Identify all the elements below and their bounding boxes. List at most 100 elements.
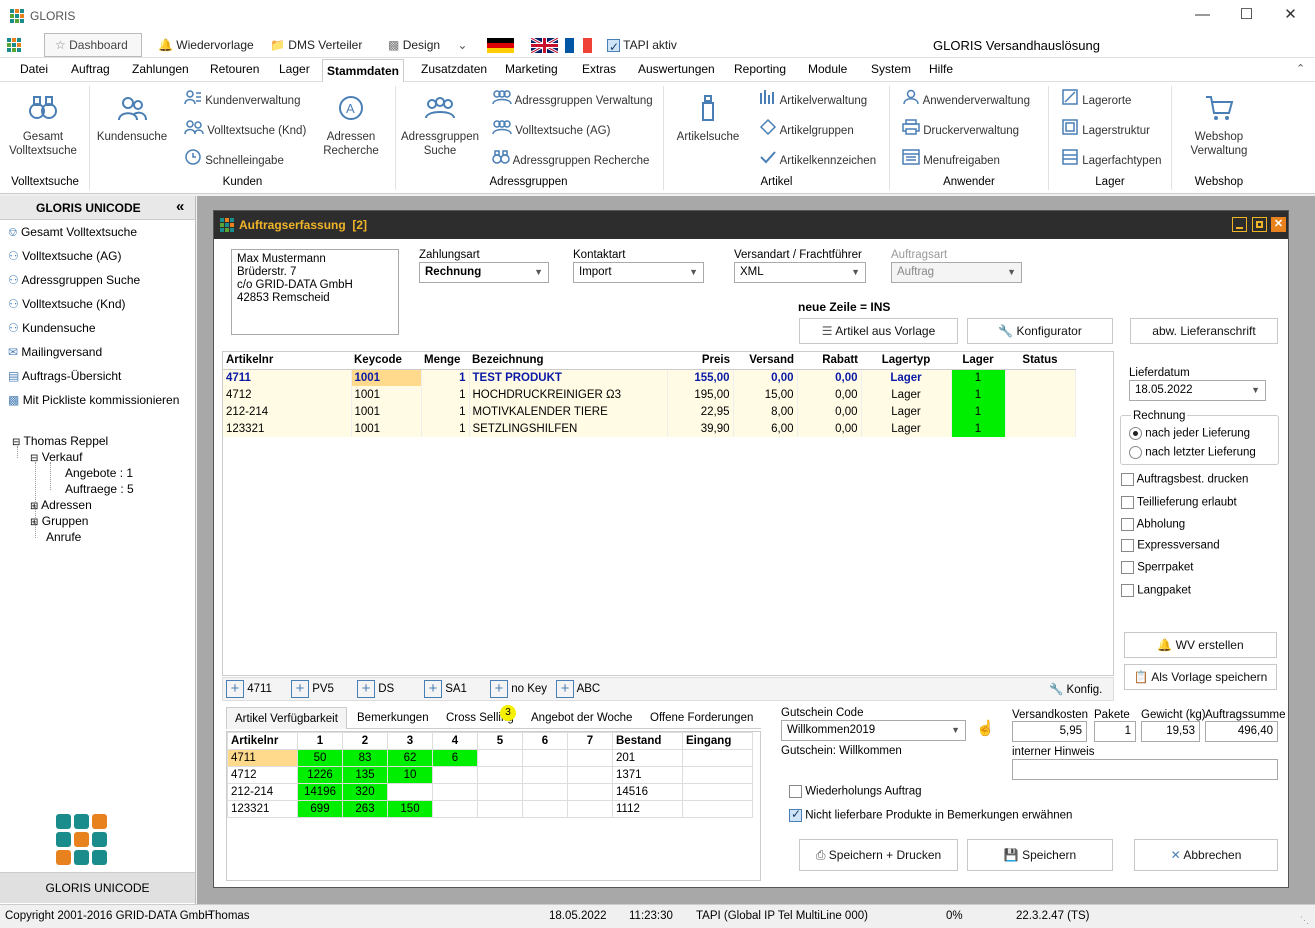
avail-cell-eingang[interactable] xyxy=(682,800,753,818)
maximize-button[interactable]: ☐ xyxy=(1239,6,1254,23)
window-close-button[interactable]: ✕ xyxy=(1271,217,1286,232)
versandkosten-field[interactable]: 5,95 xyxy=(1012,721,1087,742)
app-menu-icon[interactable] xyxy=(7,38,21,52)
artikelverwaltung-button[interactable]: Artikelverwaltung xyxy=(759,89,867,111)
avail-col-5[interactable]: 5 xyxy=(477,732,523,750)
auftragssumme-field[interactable]: 496,40 xyxy=(1205,721,1278,742)
menu-module[interactable]: Module xyxy=(808,62,848,76)
address-box[interactable]: Max Mustermann Brüderstr. 7 c/o GRID-DAT… xyxy=(231,249,399,335)
cell-lager[interactable]: 1 xyxy=(951,386,1006,403)
menu-datei[interactable]: Datei xyxy=(20,62,49,76)
abw-lieferanschrift-button[interactable]: abw. Lieferanschrift xyxy=(1130,318,1278,344)
druckerverwaltung-button[interactable]: Druckerverwaltung xyxy=(902,119,1019,141)
collapse-tree-icon[interactable]: ⊟ xyxy=(12,437,21,448)
table-row[interactable]: 212-214 1001 1 MOTIVKALENDER TIERE 22,95… xyxy=(223,403,1076,420)
avail-cell-eingang[interactable] xyxy=(682,766,753,784)
cell-status[interactable] xyxy=(1005,369,1076,386)
expand-tree-icon[interactable]: ⊞ xyxy=(30,517,39,528)
tree-gruppen[interactable]: ⊞ Gruppen xyxy=(30,514,88,528)
avail-cell[interactable] xyxy=(567,783,613,801)
avail-cell[interactable] xyxy=(477,783,523,801)
pakete-field[interactable]: 1 xyxy=(1094,721,1136,742)
col-lagertyp[interactable]: Lagertyp xyxy=(861,352,951,370)
cell-keycode[interactable]: 1001 xyxy=(351,420,422,437)
cell-lagertyp[interactable]: Lager xyxy=(861,386,952,403)
kontaktart-select[interactable]: Import ▼ xyxy=(573,262,704,283)
avail-cell[interactable] xyxy=(432,783,478,801)
avail-cell[interactable] xyxy=(567,749,613,767)
flag-uk-icon[interactable] xyxy=(531,38,558,53)
speichern-button[interactable]: 💾 Speichern xyxy=(967,839,1113,871)
cell-bezeichnung[interactable]: SETZLINGSHILFEN xyxy=(469,420,668,437)
collapse-ribbon-icon[interactable]: ⌃ xyxy=(1296,63,1306,75)
check-nicht-lieferbar[interactable]: Nicht lieferbare Produkte in Bemerkungen… xyxy=(789,807,1072,822)
cell-status[interactable] xyxy=(1005,420,1076,437)
cell-rabatt[interactable]: 0,00 xyxy=(797,386,862,403)
table-row[interactable]: 4711 50 83 62 6 201 xyxy=(227,749,753,767)
cell-preis[interactable]: 39,90 xyxy=(667,420,734,437)
sidebar-item-adressgruppen-suche[interactable]: ⚇ Adressgruppen Suche xyxy=(8,269,140,291)
table-row[interactable]: 4711 1001 1 TEST PRODUKT 155,00 0,00 0,0… xyxy=(223,369,1076,386)
avail-col-7[interactable]: 7 xyxy=(567,732,613,750)
tree-angebote[interactable]: Angebote : 1 xyxy=(65,466,134,480)
avail-col-1[interactable]: 1 xyxy=(297,732,343,750)
lieferdatum-picker[interactable]: 18.05.2022 ▼ xyxy=(1129,380,1266,401)
lagerstruktur-button[interactable]: Lagerstruktur xyxy=(1061,119,1150,141)
col-versand[interactable]: Versand xyxy=(733,352,797,370)
sidebar-item-mailingversand[interactable]: ✉ Mailingversand xyxy=(8,341,102,363)
interner-hinweis-field[interactable] xyxy=(1012,759,1278,780)
check-auftragsbest[interactable]: Auftragsbest. drucken xyxy=(1121,473,1248,486)
cell-bezeichnung[interactable]: TEST PRODUKT xyxy=(469,369,668,386)
tab-cross-selling[interactable]: Cross Selling xyxy=(446,712,514,724)
table-row[interactable]: 4712 1001 1 HOCHDRUCKREINIGER Ω3 195,00 … xyxy=(223,386,1076,403)
webshop-verwaltung-button[interactable]: Webshop Verwaltung xyxy=(1182,94,1256,158)
avail-cell[interactable]: 83 xyxy=(342,749,388,767)
avail-cell[interactable]: 263 xyxy=(342,800,388,818)
sidebar-item-volltextsuche-ag[interactable]: ⚇ Volltextsuche (AG) xyxy=(8,245,121,267)
gutschein-select[interactable]: Willkommen2019 ▼ xyxy=(781,720,966,741)
avail-cell[interactable]: 1226 xyxy=(297,766,343,784)
abbrechen-button[interactable]: ✕ Abbrechen xyxy=(1134,839,1278,871)
avail-cell[interactable]: 62 xyxy=(387,749,433,767)
dms-button[interactable]: 📁 DMS Verteiler xyxy=(270,35,362,55)
avail-cell[interactable]: 320 xyxy=(342,783,388,801)
artikelgruppen-button[interactable]: Artikelgruppen xyxy=(759,118,854,141)
dashboard-tab[interactable]: ☆ Dashboard xyxy=(44,33,142,57)
check-abholung[interactable]: Abholung xyxy=(1121,518,1185,531)
cell-bezeichnung[interactable]: MOTIVKALENDER TIERE xyxy=(469,403,668,420)
check-sperrpaket[interactable]: Sperrpaket xyxy=(1121,561,1193,574)
cell-bezeichnung[interactable]: HOCHDRUCKREINIGER Ω3 xyxy=(469,386,668,403)
col-artikelnr[interactable]: Artikelnr xyxy=(223,352,351,370)
avail-cell[interactable] xyxy=(567,800,613,818)
avail-cell-nr[interactable]: 123321 xyxy=(227,800,298,818)
cell-artikelnr[interactable]: 123321 xyxy=(223,420,352,437)
quick-key-ds[interactable]: + DS xyxy=(357,680,394,698)
window-minimize-button[interactable] xyxy=(1232,217,1247,232)
quick-key-sa1[interactable]: + SA1 xyxy=(424,680,467,698)
cell-rabatt[interactable]: 0,00 xyxy=(797,403,862,420)
avail-cell[interactable] xyxy=(522,749,568,767)
cell-lagertyp[interactable]: Lager xyxy=(861,403,952,420)
table-row[interactable]: 123321 1001 1 SETZLINGSHILFEN 39,90 6,00… xyxy=(223,420,1076,437)
ag-recherche-button[interactable]: Adressgruppen Recherche xyxy=(492,149,649,171)
avail-cell[interactable] xyxy=(567,766,613,784)
konfigurator-button[interactable]: 🔧 Konfigurator xyxy=(967,318,1113,344)
avail-cell[interactable] xyxy=(432,800,478,818)
avail-cell[interactable] xyxy=(477,800,523,818)
cell-lagertyp[interactable]: Lager xyxy=(861,369,952,386)
avail-cell-bestand[interactable]: 14516 xyxy=(612,783,683,801)
avail-cell-bestand[interactable]: 1112 xyxy=(612,800,683,818)
tab-artikel-verfuegbarkeit[interactable]: Artikel Verfügbarkeit xyxy=(226,707,347,729)
cell-menge[interactable]: 1 xyxy=(421,386,470,403)
minimize-button[interactable]: — xyxy=(1195,6,1210,23)
tree-verkauf[interactable]: ⊟ Verkauf xyxy=(30,450,82,464)
avail-cell-nr[interactable]: 4711 xyxy=(227,749,298,767)
sidebar-item-volltextsuche-knd[interactable]: ⚇ Volltextsuche (Knd) xyxy=(8,293,126,315)
avail-cell[interactable] xyxy=(522,800,568,818)
check-expressversand[interactable]: Expressversand xyxy=(1121,539,1220,552)
avail-cell[interactable] xyxy=(387,783,433,801)
menufreigaben-button[interactable]: Menufreigaben xyxy=(902,149,1000,171)
avail-col-6[interactable]: 6 xyxy=(522,732,568,750)
quick-key-nokey[interactable]: + no Key xyxy=(490,680,547,698)
flag-de-icon[interactable] xyxy=(487,38,514,53)
